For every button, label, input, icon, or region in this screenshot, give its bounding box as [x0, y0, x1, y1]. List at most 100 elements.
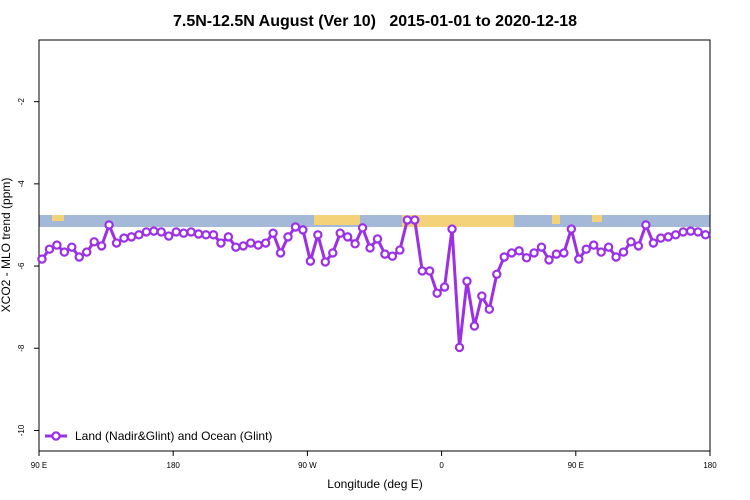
data-point	[477, 291, 487, 301]
data-point	[126, 232, 137, 242]
data-point	[469, 321, 480, 331]
data-point	[141, 227, 152, 237]
data-point	[626, 237, 636, 247]
data-point	[231, 242, 241, 252]
data-point	[313, 230, 323, 240]
data-point	[551, 249, 562, 259]
data-point	[171, 227, 181, 237]
data-point	[663, 232, 673, 242]
data-point	[335, 228, 345, 238]
data-point	[290, 222, 301, 232]
data-point	[223, 232, 234, 242]
data-point	[559, 248, 569, 258]
data-point	[111, 238, 122, 248]
data-point	[693, 227, 703, 237]
data-point	[402, 215, 413, 225]
data-point	[700, 230, 711, 240]
data-point	[67, 242, 77, 252]
data-point	[342, 232, 353, 242]
data-point	[499, 252, 509, 262]
data-point	[410, 215, 420, 225]
data-point	[260, 238, 271, 248]
y-tick-label: -2	[17, 98, 26, 106]
data-point	[74, 252, 84, 262]
y-axis-label: XCO2 - MLO trend (ppm)	[0, 178, 13, 313]
data-point	[618, 247, 629, 257]
data-point	[320, 257, 330, 267]
data-point	[633, 241, 644, 251]
y-tick-label: -4	[17, 180, 26, 188]
data-point	[52, 240, 62, 250]
data-point	[164, 231, 174, 241]
data-point	[462, 276, 472, 286]
plot: 90 E 180 90 W 0 90 E 180 -10 -8 -6 -4 -2 Land (Nadi…	[17, 98, 717, 470]
x-tick-label: 90 E	[31, 461, 47, 470]
data-point	[283, 232, 293, 242]
data-point	[365, 243, 375, 253]
data-point	[641, 220, 651, 230]
data-point	[372, 234, 383, 244]
data-point	[59, 247, 70, 257]
data-point	[611, 252, 621, 262]
data-point	[238, 241, 248, 251]
data-point	[484, 304, 495, 314]
y-tick-label: -6	[17, 262, 26, 270]
y-tick-label: -10	[17, 424, 26, 436]
data-point	[380, 249, 390, 259]
data-point	[96, 241, 107, 251]
data-point	[671, 230, 681, 240]
data-point	[104, 220, 114, 230]
land-patch	[592, 215, 602, 222]
data-point	[156, 227, 166, 237]
data-point	[648, 238, 659, 248]
data-point	[566, 224, 577, 234]
data-point	[350, 239, 360, 249]
data-point	[432, 288, 442, 298]
data-point	[208, 230, 219, 240]
data-point	[588, 240, 599, 250]
ocean-band	[39, 215, 710, 227]
data-point	[424, 266, 435, 276]
data-point	[357, 223, 368, 233]
data-point	[439, 282, 450, 292]
data-point	[678, 227, 688, 237]
data-point	[253, 240, 263, 250]
x-tick-label: 0	[439, 461, 444, 470]
chart-title: 7.5N-12.5N August (Ver 10) 2015-01-01 to…	[173, 13, 577, 30]
plot-frame	[38, 39, 711, 452]
data-point	[417, 266, 427, 276]
data-point	[82, 247, 92, 257]
data-point	[454, 342, 465, 353]
data-point	[603, 242, 614, 252]
land-patch	[402, 215, 514, 227]
data-point	[178, 228, 189, 238]
data-point	[149, 226, 159, 236]
data-point	[685, 226, 696, 236]
data-point	[574, 254, 584, 264]
data-point	[506, 248, 517, 258]
data-point	[201, 230, 211, 240]
data-point	[37, 254, 47, 264]
data-point	[387, 251, 398, 261]
data-point	[119, 233, 129, 243]
data-point	[268, 228, 278, 238]
land-patch	[552, 215, 560, 224]
data-point	[44, 244, 55, 254]
data-point	[529, 248, 539, 258]
map-strip	[39, 215, 710, 227]
data-point	[447, 224, 457, 234]
data-point	[298, 225, 308, 235]
data-point	[216, 238, 226, 248]
data-point	[544, 255, 554, 265]
data-point	[536, 242, 547, 252]
data-point	[89, 237, 99, 247]
data-point	[134, 230, 144, 240]
data-point	[328, 248, 338, 258]
data-point	[395, 245, 405, 255]
data-point	[275, 248, 286, 258]
data-point	[246, 238, 256, 248]
x-tick-label: 90 W	[298, 461, 317, 470]
data-point	[305, 256, 316, 266]
data-point	[596, 247, 606, 257]
